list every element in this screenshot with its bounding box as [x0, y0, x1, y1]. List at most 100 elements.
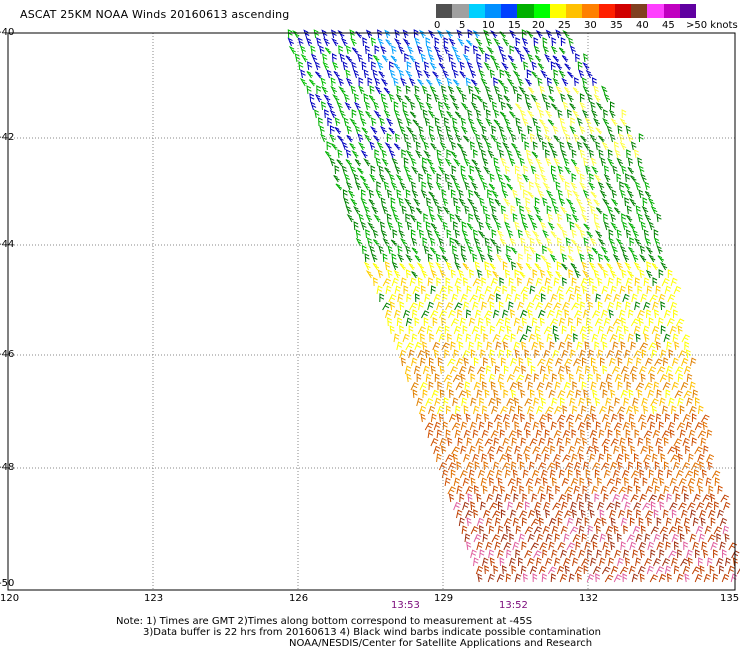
- wind-barb: [535, 253, 541, 263]
- wind-barb: [640, 293, 648, 303]
- wind-barb: [515, 525, 522, 535]
- wind-barb: [591, 247, 599, 255]
- wind-barb: [600, 245, 608, 255]
- wind-barb: [510, 485, 518, 495]
- wind-barb: [433, 293, 441, 303]
- wind-barb: [480, 149, 487, 159]
- wind-barb: [682, 413, 691, 423]
- wind-barb: [475, 565, 484, 575]
- wind-barb: [541, 573, 548, 583]
- wind-barb: [534, 263, 541, 271]
- wind-barb: [380, 78, 388, 87]
- wind-barb: [712, 573, 719, 583]
- wind-barb: [470, 101, 478, 111]
- wind-barb: [429, 61, 437, 71]
- wind-barb: [576, 293, 582, 303]
- wind-barb: [481, 125, 487, 135]
- wind-barb: [387, 221, 394, 231]
- wind-barb: [506, 183, 514, 191]
- wind-barb: [601, 85, 608, 95]
- wind-barb: [453, 239, 461, 247]
- wind-barb: [606, 502, 615, 511]
- wind-barb: [610, 389, 616, 399]
- wind-barb: [346, 135, 353, 143]
- wind-barb: [476, 269, 483, 279]
- wind-barb: [569, 125, 577, 135]
- wind-barb: [516, 501, 524, 511]
- wind-barb: [639, 245, 646, 255]
- wind-barb: [598, 429, 605, 439]
- colorbar-label: 10: [482, 20, 495, 31]
- wind-barb: [611, 366, 620, 375]
- wind-barb: [402, 109, 409, 119]
- wind-barb: [524, 78, 532, 87]
- wind-barb: [382, 278, 392, 287]
- wind-barb: [599, 557, 606, 567]
- wind-barb: [666, 341, 672, 351]
- wind-barb: [654, 461, 660, 471]
- wind-barb: [566, 517, 574, 527]
- map-frame: [7, 32, 736, 591]
- wind-barb: [595, 102, 604, 111]
- wind-barb: [530, 542, 539, 551]
- wind-barb: [436, 29, 444, 39]
- wind-barb: [510, 509, 517, 519]
- wind-barb: [711, 470, 721, 479]
- wind-barb: [561, 277, 568, 287]
- wind-barb: [526, 277, 534, 287]
- wind-barb: [314, 93, 322, 103]
- wind-barb: [435, 253, 442, 263]
- wind-barb: [664, 565, 672, 575]
- wind-barb: [627, 285, 633, 295]
- wind-barb: [574, 165, 581, 175]
- wind-barb: [547, 119, 555, 127]
- wind-barb: [370, 37, 377, 47]
- wind-barb: [323, 93, 331, 103]
- wind-barb: [606, 157, 614, 167]
- wind-barb: [491, 229, 497, 239]
- wind-barb: [462, 477, 470, 487]
- wind-barb: [637, 213, 644, 223]
- wind-barb: [550, 293, 558, 303]
- wind-barb: [395, 93, 403, 103]
- wind-barb: [374, 149, 380, 159]
- wind-barb: [582, 333, 588, 343]
- wind-barbs-layer: [287, 29, 740, 583]
- wind-barb: [645, 269, 653, 279]
- wind-barb: [579, 205, 586, 215]
- wind-barb: [529, 413, 535, 423]
- wind-barb: [342, 189, 348, 199]
- wind-barb: [473, 557, 479, 567]
- wind-barb: [503, 174, 511, 183]
- wind-barb: [551, 149, 558, 159]
- wind-barb: [589, 101, 596, 111]
- wind-barb: [493, 119, 501, 127]
- wind-barb: [447, 181, 453, 191]
- wind-barb: [437, 165, 446, 175]
- wind-barb: [485, 117, 493, 127]
- wind-barb: [592, 566, 601, 575]
- wind-barb: [476, 117, 484, 127]
- colorbar-swatch: [598, 4, 615, 18]
- wind-barb: [610, 101, 615, 110]
- wind-barb: [388, 93, 395, 103]
- wind-barb: [294, 53, 301, 63]
- wind-barb: [531, 221, 538, 231]
- wind-barb: [327, 117, 333, 127]
- wind-barb: [622, 421, 631, 431]
- wind-barb: [466, 309, 472, 319]
- wind-barb: [666, 493, 673, 503]
- wind-barb: [347, 189, 355, 199]
- wind-barb: [524, 93, 530, 103]
- wind-barb: [550, 421, 557, 431]
- wind-barb: [601, 198, 610, 207]
- wind-barb: [401, 149, 407, 159]
- wind-barb: [446, 77, 453, 87]
- wind-barb: [450, 318, 460, 327]
- wind-barb: [629, 237, 635, 247]
- wind-barb: [613, 207, 621, 215]
- wind-barb: [428, 261, 435, 271]
- wind-barb: [683, 365, 692, 375]
- wind-barb: [548, 493, 554, 503]
